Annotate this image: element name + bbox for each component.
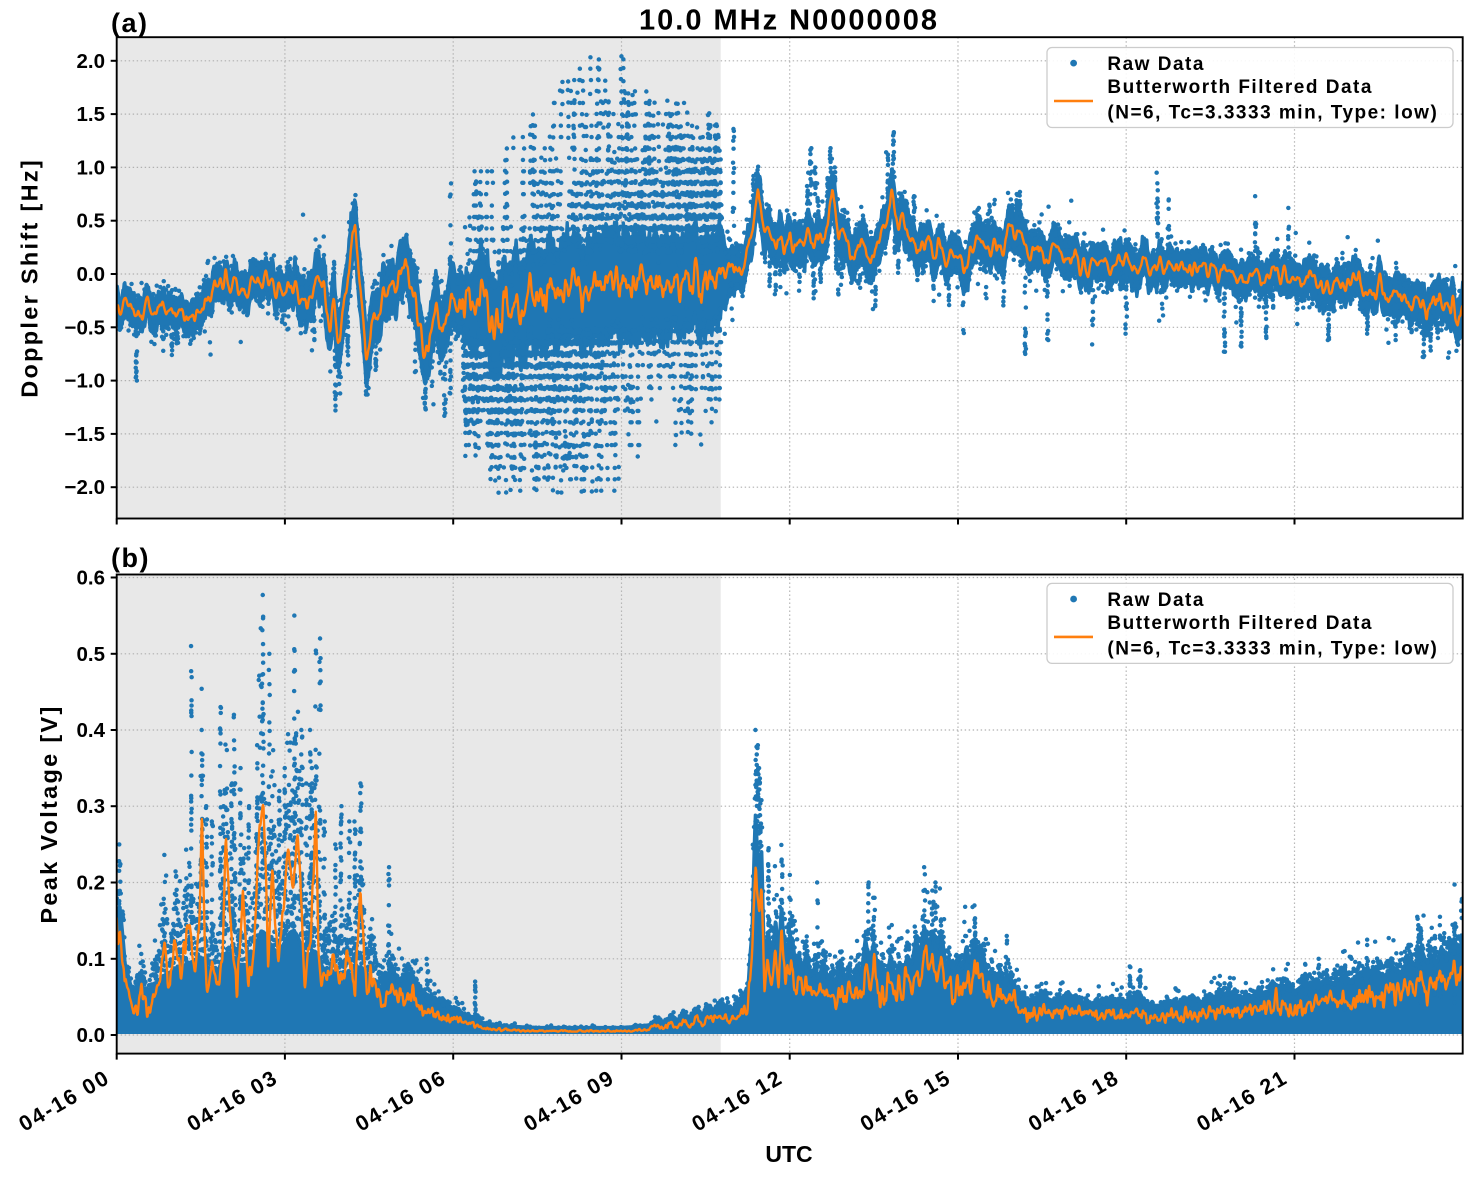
svg-text:Doppler Shift [Hz]: Doppler Shift [Hz] xyxy=(17,158,43,398)
svg-text:Raw Data: Raw Data xyxy=(1107,54,1205,75)
svg-text:Peak Voltage [V]: Peak Voltage [V] xyxy=(36,704,62,923)
svg-text:−1.0: −1.0 xyxy=(65,370,105,393)
svg-text:(a): (a) xyxy=(111,8,149,38)
svg-text:−2.0: −2.0 xyxy=(65,476,105,499)
svg-text:1.0: 1.0 xyxy=(77,156,106,179)
svg-text:Raw Data: Raw Data xyxy=(1107,590,1205,611)
svg-text:0.0: 0.0 xyxy=(77,263,106,286)
svg-text:Butterworth Filtered Data: Butterworth Filtered Data xyxy=(1107,613,1373,634)
svg-text:−0.5: −0.5 xyxy=(65,316,105,339)
svg-text:(N=6, Tc=3.3333 min, Type: low: (N=6, Tc=3.3333 min, Type: low) xyxy=(1107,638,1438,659)
svg-text:−1.5: −1.5 xyxy=(65,423,105,446)
svg-text:0.0: 0.0 xyxy=(77,1024,106,1047)
svg-text:0.4: 0.4 xyxy=(77,719,106,742)
svg-text:0.5: 0.5 xyxy=(77,210,106,233)
svg-text:(b): (b) xyxy=(111,543,150,573)
svg-text:(N=6, Tc=3.3333 min, Type: low: (N=6, Tc=3.3333 min, Type: low) xyxy=(1107,103,1438,124)
svg-text:0.6: 0.6 xyxy=(77,567,106,590)
svg-text:1.5: 1.5 xyxy=(77,103,106,126)
svg-text:UTC: UTC xyxy=(765,1141,812,1167)
svg-text:0.1: 0.1 xyxy=(77,948,106,971)
svg-text:Butterworth Filtered Data: Butterworth Filtered Data xyxy=(1107,77,1373,98)
svg-text:0.3: 0.3 xyxy=(77,795,106,818)
svg-text:0.5: 0.5 xyxy=(77,643,106,666)
svg-text:2.0: 2.0 xyxy=(77,50,106,73)
svg-text:10.0 MHz N0000008: 10.0 MHz N0000008 xyxy=(639,5,939,37)
svg-text:0.2: 0.2 xyxy=(77,872,106,895)
